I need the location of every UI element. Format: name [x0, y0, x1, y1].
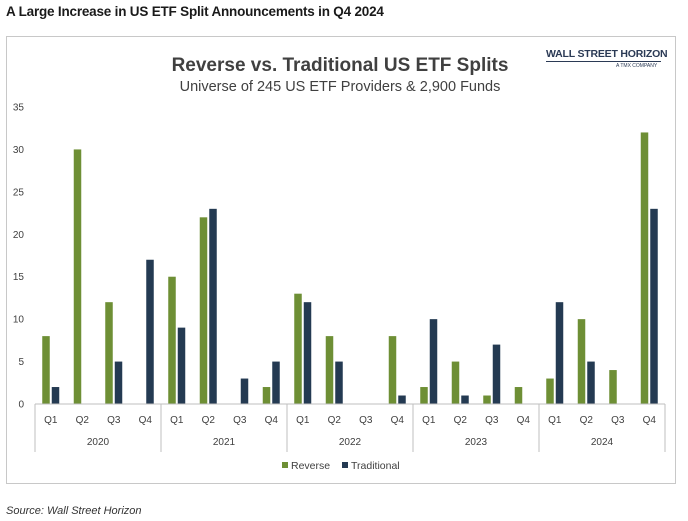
reverse-bar: [546, 378, 554, 404]
traditional-bar: [146, 259, 154, 404]
x-axis: Q1 Q2 Q3 Q4 Q1 Q2 Q3 Q4 Q1 Q2 Q3 Q4 Q1 Q2 Q3 Q4 Q1 Q2 Q3 Q4…: [34, 403, 666, 452]
traditional-bar: [335, 361, 343, 404]
quarter-tick-label: Q2: [76, 415, 90, 426]
y-tick-label: 5: [18, 357, 24, 368]
legend-swatch-reverse: [282, 462, 288, 468]
quarter-tick-label: Q1: [170, 415, 184, 426]
reverse-bar: [42, 336, 50, 404]
reverse-bar: [514, 387, 523, 404]
chart-title: Reverse vs. Traditional US ETF Splits: [172, 55, 509, 76]
reverse-bar: [609, 370, 617, 404]
legend-swatch-traditional: [342, 462, 348, 468]
quarter-tick-label: Q2: [454, 415, 468, 426]
traditional-bar: [398, 395, 406, 404]
traditional-bar: [587, 361, 595, 404]
traditional-bar: [555, 302, 564, 404]
y-tick-label: 10: [13, 315, 25, 326]
y-axis: 0 5 10 15 20 25 30 35: [13, 103, 25, 411]
y-tick-label: 25: [13, 187, 25, 198]
year-tick-label: 2021: [213, 437, 236, 448]
quarter-tick-label: Q2: [328, 415, 342, 426]
logo-tagline: A TMX COMPANY: [616, 63, 658, 69]
legend: Reverse Traditional: [282, 460, 400, 472]
traditional-bar: [177, 327, 186, 404]
source-note: Source: Wall Street Horizon: [6, 505, 142, 517]
quarter-tick-label: Q3: [107, 415, 121, 426]
chart-card: [6, 36, 676, 484]
bar-series: [42, 132, 658, 404]
quarter-tick-label: Q1: [422, 415, 436, 426]
traditional-bar: [272, 361, 280, 404]
quarter-tick-label: Q1: [548, 415, 562, 426]
reverse-bar: [577, 319, 586, 404]
quarter-tick-label: Q2: [202, 415, 216, 426]
reverse-bar: [451, 361, 460, 404]
traditional-bar: [492, 344, 501, 404]
traditional-bar: [650, 208, 658, 404]
quarter-tick-label: Q1: [296, 415, 310, 426]
traditional-bar: [461, 395, 469, 404]
legend-label-traditional: Traditional: [351, 460, 400, 472]
quarter-tick-label: Q4: [643, 415, 657, 426]
logo-wordmark: WALL STREET HORIZON: [546, 48, 668, 60]
quarter-tick-label: Q4: [517, 415, 531, 426]
reverse-bar: [325, 336, 334, 404]
reverse-bar: [640, 132, 649, 404]
quarter-tick-label: Q1: [44, 415, 58, 426]
reverse-bar: [420, 387, 428, 404]
y-tick-label: 0: [18, 400, 24, 411]
reverse-bar: [105, 302, 113, 404]
year-tick-label: 2024: [591, 437, 614, 448]
chart-subtitle: Universe of 245 US ETF Providers & 2,900…: [180, 79, 501, 95]
logo-rule: [546, 61, 661, 62]
traditional-bar: [51, 387, 60, 404]
reverse-bar: [168, 276, 176, 404]
quarter-tick-label: Q3: [233, 415, 247, 426]
wall-street-horizon-logo: WALL STREET HORIZON A TMX COMPANY: [546, 48, 668, 78]
quarter-tick-label: Q2: [580, 415, 594, 426]
reverse-bar: [483, 395, 491, 404]
traditional-bar: [209, 208, 217, 404]
traditional-bar: [240, 378, 249, 404]
page-headline: A Large Increase in US ETF Split Announc…: [6, 4, 384, 19]
y-tick-label: 15: [13, 272, 25, 283]
y-tick-label: 35: [13, 103, 25, 114]
y-tick-label: 30: [13, 145, 25, 156]
traditional-bar: [429, 319, 438, 404]
reverse-bar: [199, 217, 208, 404]
reverse-bar: [294, 293, 302, 404]
traditional-bar: [303, 302, 312, 404]
quarter-tick-label: Q3: [485, 415, 499, 426]
quarter-tick-label: Q4: [265, 415, 279, 426]
traditional-bar: [114, 361, 123, 404]
reverse-bar: [262, 387, 271, 404]
year-tick-label: 2020: [87, 437, 110, 448]
quarter-tick-label: Q4: [391, 415, 405, 426]
reverse-bar: [388, 336, 397, 404]
quarter-tick-label: Q3: [359, 415, 373, 426]
reverse-bar: [73, 149, 82, 404]
year-tick-label: 2022: [339, 437, 362, 448]
quarter-tick-label: Q4: [139, 415, 153, 426]
y-tick-label: 20: [13, 230, 25, 241]
year-tick-label: 2023: [465, 437, 488, 448]
quarter-tick-label: Q3: [611, 415, 625, 426]
legend-label-reverse: Reverse: [291, 460, 330, 472]
